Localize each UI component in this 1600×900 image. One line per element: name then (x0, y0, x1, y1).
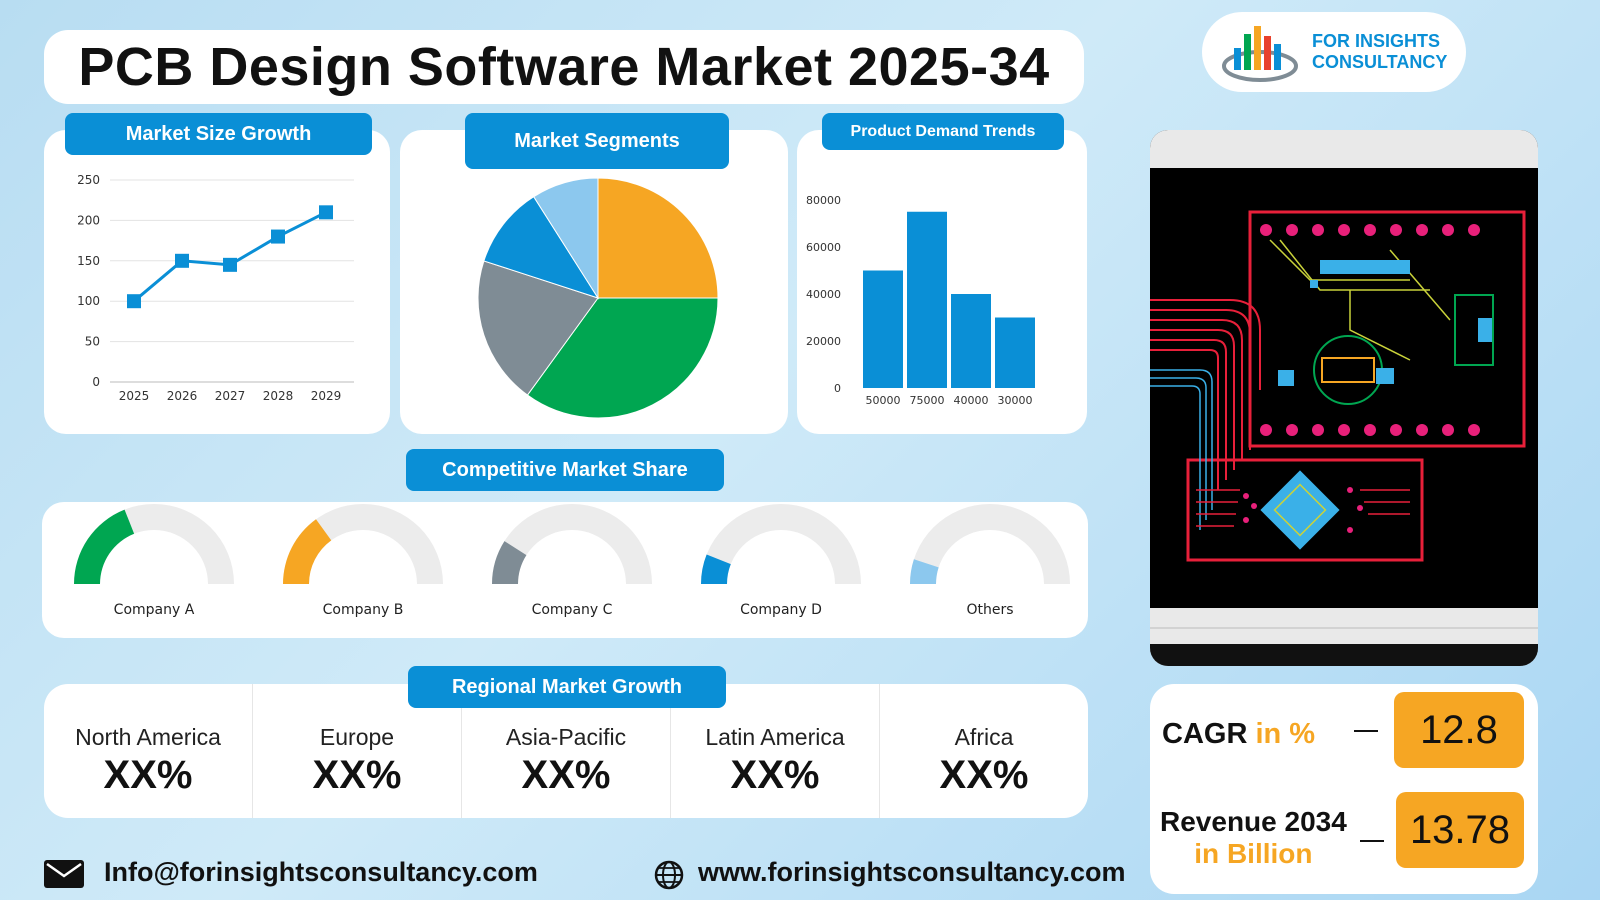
region-europe: Europe XX% (253, 684, 462, 818)
gauge-track (283, 504, 443, 584)
data-point (319, 205, 333, 220)
y-tick-label: 40000 (806, 288, 841, 301)
x-tick-label: 2028 (263, 389, 294, 403)
revenue-label: Revenue 2034 in Billion (1160, 806, 1347, 870)
region-value: XX% (730, 753, 820, 797)
cagr-dash (1354, 730, 1378, 732)
logo-bars-icon (1222, 26, 1298, 82)
y-tick-label: 50 (85, 335, 100, 349)
data-point (271, 229, 285, 244)
page-title: PCB Design Software Market 2025-34 (78, 37, 1050, 97)
footer-email[interactable]: Info@forinsightsconsultancy.com (104, 857, 538, 887)
region-value: XX% (521, 753, 611, 797)
region-value: XX% (939, 753, 1029, 797)
data-point (223, 257, 237, 272)
revenue-dash (1360, 840, 1384, 842)
x-tick-label: 75000 (910, 394, 945, 407)
region-name: Europe (319, 724, 395, 750)
pie-slice (477, 260, 599, 396)
globe-icon (654, 860, 684, 890)
segments-header: Market Segments (465, 113, 729, 169)
brand-line-2: CONSULTANCY (1312, 52, 1448, 72)
brand-logo: FOR INSIGHTS CONSULTANCY (1202, 12, 1466, 92)
gauge-fill (910, 559, 939, 584)
x-tick-label: 2027 (215, 389, 246, 403)
x-tick-label: 50000 (866, 394, 901, 407)
region-africa: Africa XX% (880, 684, 1088, 818)
gauge-fill (701, 554, 731, 584)
revenue-unit: in Billion (1194, 838, 1313, 869)
x-tick-label: 2025 (119, 389, 150, 403)
region-name: North America (75, 724, 221, 750)
gauge-track (910, 504, 1070, 584)
y-tick-label: 60000 (806, 241, 841, 254)
footer-website[interactable]: www.forinsightsconsultancy.com (698, 857, 1126, 887)
region-value: XX% (103, 753, 193, 797)
region-name: Asia-Pacific (505, 724, 627, 750)
bar (907, 211, 947, 388)
x-tick-label: 30000 (998, 394, 1033, 407)
pie-slice (526, 297, 719, 419)
line-chart: 0 50 100 150 200 250 2025 2026 2027 2028 2029 (77, 173, 354, 403)
bar (995, 317, 1035, 388)
bar (951, 294, 991, 388)
title-card: PCB Design Software Market 2025-34 (44, 30, 1084, 104)
gauge-fill (283, 519, 332, 584)
cagr-label: CAGR in % (1162, 718, 1315, 751)
gauge-label: Company C (531, 602, 613, 618)
gauge-label: Company A (113, 602, 195, 618)
gauge-fill (492, 541, 527, 584)
data-point (127, 294, 141, 309)
regional-header: Regional Market Growth (408, 666, 726, 708)
region-name: Latin America (705, 724, 845, 750)
cagr-unit: in % (1255, 718, 1316, 750)
x-tick-label: 2029 (311, 389, 342, 403)
y-tick-label: 200 (77, 213, 100, 227)
gauge-fill (74, 509, 135, 584)
market-size-header: Market Size Growth (65, 113, 372, 155)
competitive-header: Competitive Market Share (406, 449, 724, 491)
region-value: XX% (312, 753, 402, 797)
region-name: Africa (954, 724, 1014, 750)
revenue-label-text: Revenue 2034 (1160, 806, 1347, 837)
brand-line-1: FOR INSIGHTS (1312, 31, 1441, 51)
stats-card: CAGR in % 12.8 Revenue 2034 in Billion 1… (1150, 684, 1538, 894)
series-line (133, 210, 327, 303)
brand-name: FOR INSIGHTS CONSULTANCY (1312, 31, 1447, 73)
revenue-value: 13.78 (1396, 792, 1524, 868)
mail-icon (44, 860, 84, 888)
y-tick-label: 80000 (806, 194, 841, 207)
y-tick-label: 0 (92, 375, 100, 389)
y-tick-label: 0 (834, 382, 841, 395)
pcb-preview (1150, 130, 1538, 666)
x-tick-label: 40000 (954, 394, 989, 407)
pie-slice (533, 177, 599, 300)
y-tick-label: 100 (77, 294, 100, 308)
pcb-layout-image (1150, 130, 1538, 666)
gauge-track (492, 504, 652, 584)
gauges-row (74, 504, 1070, 584)
gauge-label: Others (966, 602, 1014, 618)
gauge-track (701, 504, 861, 584)
gauge-label: Company B (322, 602, 404, 618)
pie-slice (483, 195, 600, 299)
region-asia-pacific: Asia-Pacific XX% (462, 684, 671, 818)
y-tick-label: 250 (77, 173, 100, 187)
y-tick-label: 150 (77, 254, 100, 268)
data-point (175, 253, 189, 268)
region-north-america: North America XX% (44, 684, 253, 818)
demand-header: Product Demand Trends (822, 113, 1064, 150)
cagr-label-text: CAGR (1162, 718, 1248, 750)
y-tick-label: 20000 (806, 335, 841, 348)
cagr-value: 12.8 (1394, 692, 1524, 768)
pie-slice (597, 177, 719, 299)
bar (863, 270, 903, 388)
x-tick-label: 2026 (167, 389, 198, 403)
bar-chart: 0 20000 40000 60000 80000 50000 75000 40000 3000… (806, 194, 1035, 407)
market-size-card (44, 130, 390, 434)
pie-chart (477, 177, 719, 419)
gauge-label: Company D (740, 602, 822, 618)
region-latin-america: Latin America XX% (671, 684, 880, 818)
